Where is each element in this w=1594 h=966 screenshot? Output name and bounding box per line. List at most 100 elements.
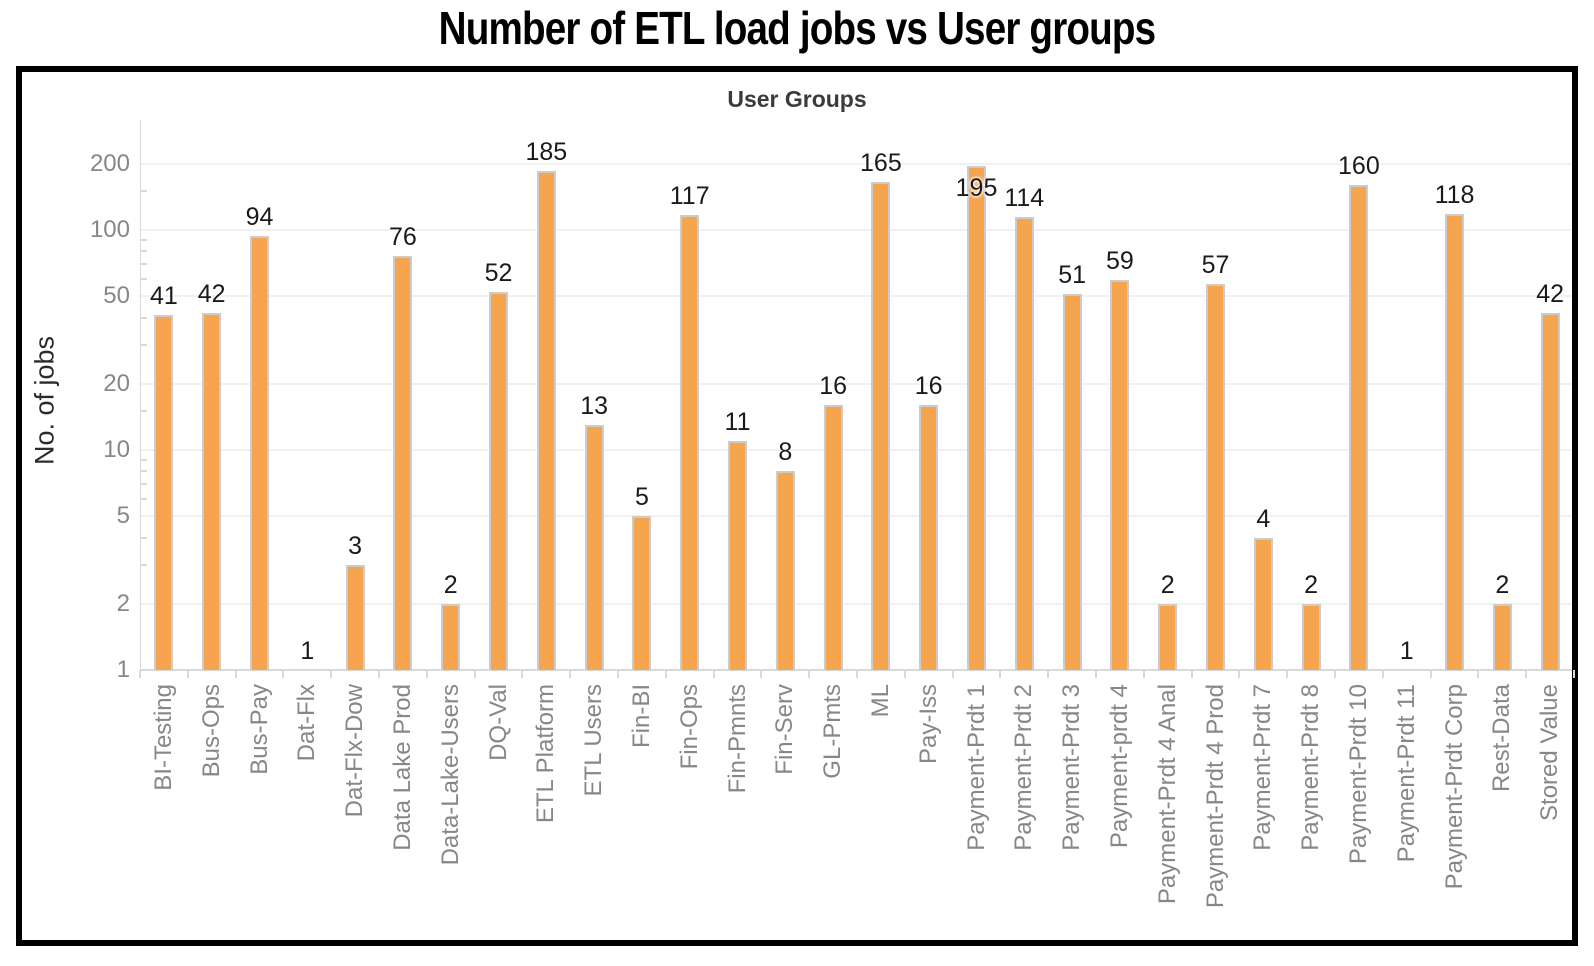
x-boundary-tick [1095,670,1097,678]
x-tick-label: Data-Lake-Users [436,684,464,866]
bar[interactable] [775,471,795,670]
bar[interactable] [1253,537,1273,670]
x-tick-label: GL-Pmts [819,684,847,779]
bar[interactable] [1014,217,1034,670]
bar[interactable] [536,171,556,670]
x-tick-label: Data Lake Prod [388,684,416,851]
bar-value-label: 195 [955,174,998,203]
bar[interactable] [632,516,652,670]
y-minor-tick [140,263,147,266]
x-tick-label: Payment-Prdt 1 [962,684,990,851]
y-minor-tick [140,316,147,319]
bar[interactable] [1158,603,1178,670]
x-boundary-tick [473,670,476,678]
bar[interactable] [489,292,508,670]
bar-value-label: 94 [245,202,274,231]
bar-value-label: 118 [1434,181,1475,210]
chart-frame: User Groups No. of jobs 1 2 5 10 20 50 100 200 4… [16,66,1578,946]
y-minor-tick [140,483,147,486]
x-boundary-tick [569,670,572,678]
x-tick-label: ETL Platform [532,684,560,824]
x-boundary-tick [617,670,619,678]
bar-value-label: 42 [197,279,226,308]
x-tick-label: Bus-Pay [245,684,273,775]
x-tick-label: ML [866,684,894,718]
x-tick-label: ETL Users [580,684,608,797]
x-tick-label: Fin-Pmnts [723,684,751,794]
bar-value-label: 16 [914,372,943,401]
bar-value-label: 4 [1256,504,1271,533]
x-tick-label: Payment-Prdt Corp [1440,684,1468,890]
plot-area: User Groups No. of jobs 1 2 5 10 20 50 100 200 4… [22,72,1575,940]
bar-value-label: 59 [1105,247,1134,276]
x-boundary-tick [856,670,858,678]
bar[interactable] [1206,283,1225,670]
x-boundary-tick [760,670,763,678]
bar[interactable] [250,235,269,670]
bar-value-label: 41 [149,282,178,311]
y-gridline [140,382,1572,385]
x-boundary-tick [808,670,811,678]
x-boundary-tick [664,670,667,678]
x-tick-label: BI-Testing [149,684,177,791]
x-boundary-tick [139,670,141,678]
x-boundary-tick [1047,670,1050,678]
bar[interactable] [967,166,986,670]
bar[interactable] [871,182,891,670]
x-tick-label: Fin-Ops [675,684,703,770]
bar[interactable] [345,565,365,670]
x-boundary-tick [1381,670,1384,678]
y-minor-tick [140,459,147,462]
x-tick-label: Payment-prdt 4 [1105,684,1133,849]
bar[interactable] [1301,603,1321,670]
bar[interactable] [1110,280,1130,670]
bar[interactable] [1062,294,1082,670]
x-tick-label: Pay-Iss [914,684,942,765]
bar[interactable] [393,256,413,670]
bar[interactable] [1540,312,1560,670]
x-boundary-tick [1286,670,1289,678]
bar[interactable] [680,214,700,670]
bar[interactable] [823,405,843,670]
bar[interactable] [1492,603,1512,670]
bar-value-label: 2 [443,570,458,599]
x-tick-label: Dat-Flx-Dow [341,684,369,818]
x-boundary-tick [425,670,428,678]
y-minor-tick [140,536,147,539]
bar[interactable] [584,424,604,670]
x-boundary-tick [1429,670,1432,678]
bar[interactable] [728,440,747,670]
bar-value-label: 3 [348,532,363,561]
bar-value-label: 11 [724,407,751,436]
bar-value-label: 51 [1058,261,1086,290]
y-tick-label: 200 [89,149,130,177]
y-tick-label: 2 [116,589,130,617]
bar[interactable] [1445,214,1464,670]
y-gridline [140,602,1572,605]
bar[interactable] [202,312,222,670]
x-boundary-tick [1573,670,1575,678]
x-boundary-tick [1238,670,1241,678]
x-tick-label: Payment-Prdt 4 Anal [1153,684,1181,905]
bar[interactable] [154,315,174,670]
bar-value-label: 13 [580,391,608,420]
bar[interactable] [919,405,939,670]
bar[interactable] [441,603,461,670]
bar[interactable] [1349,185,1369,670]
y-tick-label: 1 [116,656,130,683]
x-boundary-tick [712,670,715,678]
x-boundary-tick [186,670,189,678]
x-tick-label: DQ-Val [484,684,512,761]
bar-value-label: 5 [634,483,649,512]
bar-value-label: 1 [300,637,315,665]
x-boundary-tick [951,670,954,678]
y-minor-tick [140,250,147,253]
x-boundary-tick [282,670,285,678]
x-tick-label: Fin-BI [627,684,655,749]
x-boundary-tick [234,670,237,678]
x-boundary-tick [1525,670,1528,678]
bar-value-label: 165 [860,149,902,178]
x-tick-label: Payment-Prdt 11 [1392,684,1420,863]
y-minor-tick [140,564,147,567]
bar-value-label: 57 [1201,250,1230,279]
